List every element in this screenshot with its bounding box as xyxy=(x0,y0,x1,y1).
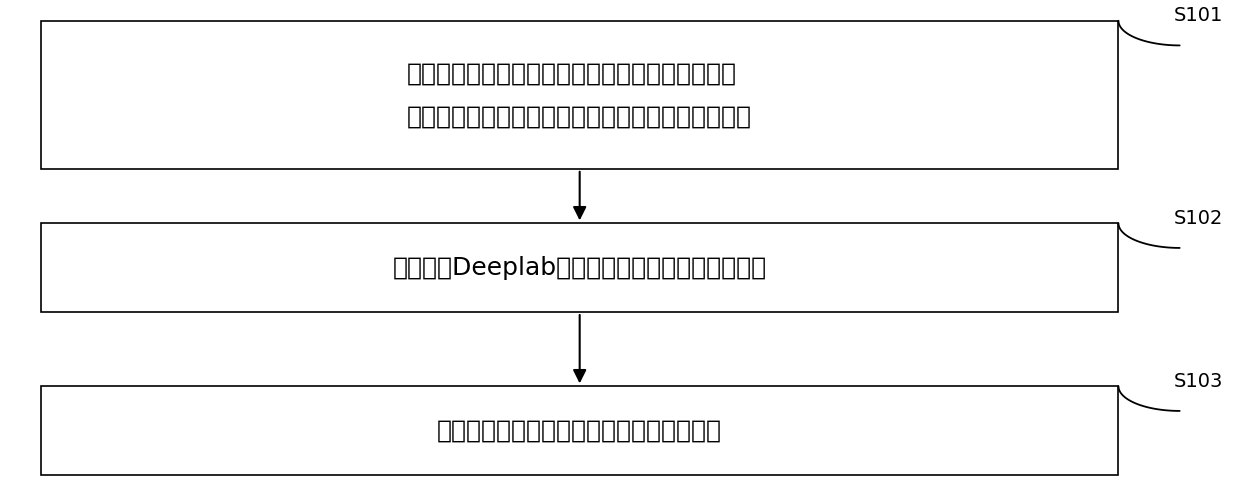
Text: S103: S103 xyxy=(1173,372,1223,391)
Bar xyxy=(41,386,1119,475)
Text: 进行基于最佳指数的遥感影像数据波段组合选择，
将选择后波段组合数据作为海岛岸线分割的输入数据: 进行基于最佳指数的遥感影像数据波段组合选择， 将选择后波段组合数据作为海岛岸线分… xyxy=(408,61,752,129)
Text: 进行基于全连接条件随机场的海岛岸线优化: 进行基于全连接条件随机场的海岛岸线优化 xyxy=(437,419,722,443)
Text: 进行基于Deeplab神经网络结构的海岛岸线粗分割: 进行基于Deeplab神经网络结构的海岛岸线粗分割 xyxy=(393,256,767,280)
Bar xyxy=(41,21,1119,169)
Text: S101: S101 xyxy=(1173,6,1223,25)
Text: S102: S102 xyxy=(1173,209,1223,228)
Bar xyxy=(41,223,1119,312)
